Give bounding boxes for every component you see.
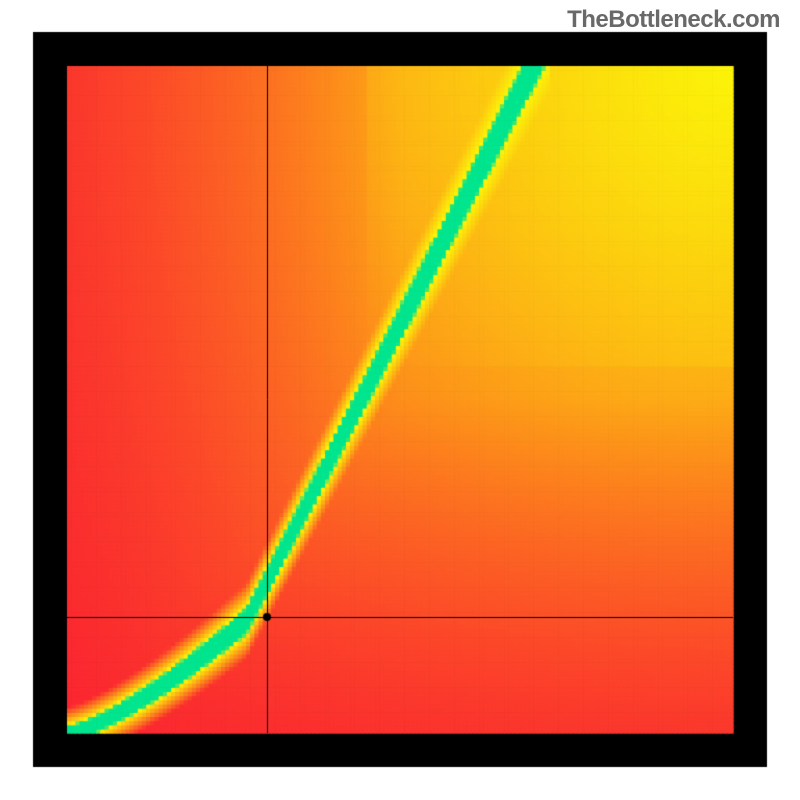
chart-container: TheBottleneck.com <box>0 0 800 800</box>
watermark-text: TheBottleneck.com <box>567 6 780 34</box>
heatmap-canvas <box>0 0 800 800</box>
